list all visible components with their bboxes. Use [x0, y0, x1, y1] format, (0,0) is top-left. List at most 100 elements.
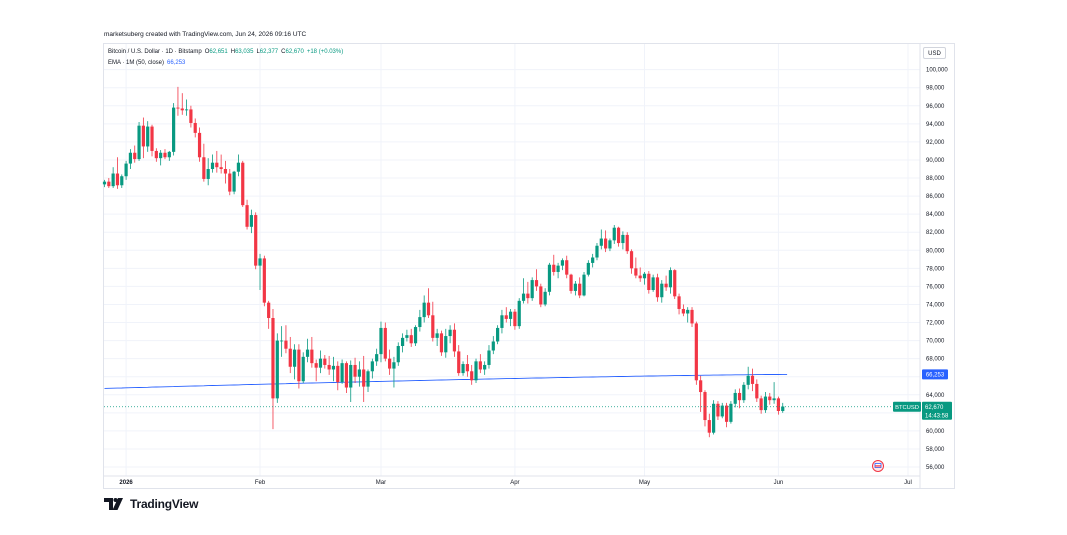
candle[interactable] — [595, 243, 599, 261]
candle[interactable] — [690, 307, 694, 328]
candle[interactable] — [297, 344, 301, 389]
candle[interactable] — [318, 350, 323, 374]
last-price-tag[interactable] — [922, 401, 952, 420]
candle[interactable] — [763, 392, 768, 413]
candle[interactable] — [707, 413, 711, 438]
candle[interactable] — [569, 273, 573, 294]
candle[interactable] — [280, 326, 284, 357]
candle[interactable] — [742, 382, 746, 403]
candle[interactable] — [323, 355, 327, 369]
candle[interactable] — [159, 150, 163, 166]
candle[interactable] — [647, 271, 651, 294]
candle[interactable] — [405, 329, 409, 342]
candle[interactable] — [167, 150, 171, 161]
candle[interactable] — [124, 160, 128, 180]
candle[interactable] — [500, 309, 504, 334]
candle[interactable] — [724, 402, 729, 428]
candle[interactable] — [487, 345, 491, 369]
candle[interactable] — [353, 357, 357, 384]
candle[interactable] — [375, 348, 379, 366]
candle[interactable] — [673, 269, 677, 300]
candle[interactable] — [150, 124, 154, 157]
candle[interactable] — [228, 169, 232, 196]
candle[interactable] — [474, 358, 478, 384]
candle[interactable] — [422, 295, 426, 323]
candle[interactable] — [193, 118, 197, 138]
currency-selector[interactable]: USD — [923, 47, 946, 59]
candle[interactable] — [141, 117, 145, 159]
candle[interactable] — [655, 273, 660, 302]
candle[interactable] — [694, 321, 698, 385]
candle[interactable] — [349, 360, 353, 402]
candle[interactable] — [241, 160, 245, 207]
candle[interactable] — [275, 333, 279, 403]
candle[interactable] — [539, 283, 543, 308]
candle[interactable] — [120, 174, 124, 188]
candle[interactable] — [470, 364, 474, 385]
candle[interactable] — [629, 249, 634, 274]
candle[interactable] — [461, 361, 465, 376]
candle[interactable] — [344, 361, 349, 393]
candle[interactable] — [591, 253, 595, 268]
candle[interactable] — [668, 267, 673, 294]
candle[interactable] — [664, 275, 668, 291]
candle[interactable] — [271, 308, 275, 430]
candle[interactable] — [750, 368, 755, 392]
candle[interactable] — [552, 254, 556, 276]
candle[interactable] — [651, 274, 655, 292]
candle[interactable] — [219, 154, 223, 174]
candle[interactable] — [163, 149, 167, 160]
candle[interactable] — [314, 359, 318, 382]
candle[interactable] — [154, 148, 158, 162]
candle[interactable] — [681, 304, 685, 317]
candle[interactable] — [102, 179, 107, 188]
candle[interactable] — [305, 338, 310, 363]
candle[interactable] — [336, 361, 340, 391]
candle[interactable] — [712, 400, 716, 435]
candle[interactable] — [578, 277, 582, 299]
candle[interactable] — [699, 375, 703, 412]
candle[interactable] — [223, 160, 228, 184]
candle[interactable] — [400, 333, 405, 353]
candle[interactable] — [128, 149, 133, 170]
candle[interactable] — [768, 392, 772, 405]
candle[interactable] — [331, 356, 336, 382]
candle[interactable] — [301, 352, 305, 384]
candle[interactable] — [206, 158, 210, 186]
candle[interactable] — [426, 288, 431, 319]
candle[interactable] — [362, 355, 366, 402]
candle[interactable] — [547, 262, 552, 296]
candle[interactable] — [366, 369, 370, 393]
candle[interactable] — [189, 105, 193, 128]
symbol-tag[interactable] — [893, 401, 921, 412]
candle[interactable] — [232, 170, 236, 195]
candle[interactable] — [284, 325, 288, 354]
candle[interactable] — [716, 401, 720, 421]
candle[interactable] — [608, 238, 612, 252]
candle[interactable] — [439, 330, 444, 356]
candle[interactable] — [565, 255, 569, 279]
candle[interactable] — [115, 157, 120, 189]
candle[interactable] — [413, 325, 418, 346]
candle[interactable] — [340, 359, 344, 384]
candle[interactable] — [496, 325, 500, 345]
candle[interactable] — [370, 358, 374, 379]
candle[interactable] — [543, 288, 547, 307]
candle[interactable] — [686, 307, 690, 323]
candle[interactable] — [759, 395, 763, 414]
candle[interactable] — [776, 396, 781, 415]
candle[interactable] — [448, 325, 452, 344]
candle[interactable] — [245, 199, 249, 230]
candle[interactable] — [660, 280, 664, 303]
candle[interactable] — [111, 167, 115, 188]
candle[interactable] — [452, 323, 457, 357]
candle[interactable] — [444, 328, 448, 358]
candle[interactable] — [383, 322, 387, 362]
candle[interactable] — [465, 355, 469, 377]
candle[interactable] — [530, 277, 534, 301]
candle[interactable] — [180, 93, 184, 115]
candle[interactable] — [176, 86, 180, 116]
candle[interactable] — [215, 150, 219, 173]
candle[interactable] — [491, 336, 495, 355]
candle[interactable] — [288, 336, 292, 374]
